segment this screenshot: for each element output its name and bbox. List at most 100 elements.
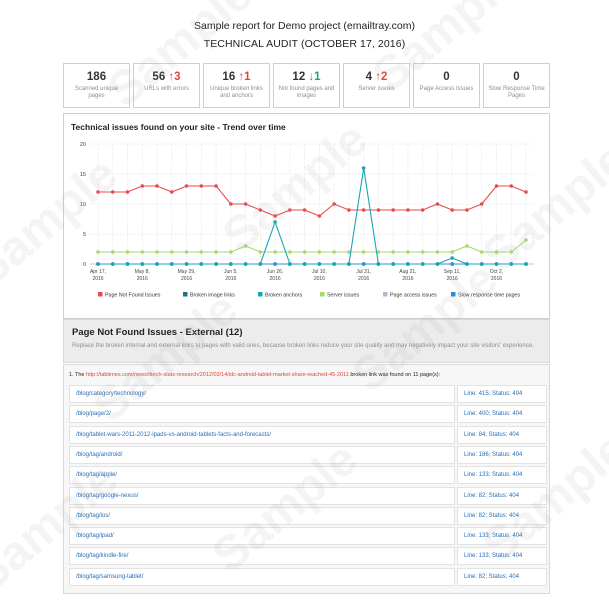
stat-value: 4	[365, 71, 373, 83]
page-path-link[interactable]: /blog/tablet-wars-2011-2012-ipads-vs-and…	[69, 425, 455, 444]
data-point	[155, 262, 159, 266]
data-point	[450, 208, 455, 212]
broken-link-url[interactable]: http://tabtimes.com/news/ittech-stats-re…	[86, 372, 349, 378]
stat-label: Slow Response Time Pages	[488, 86, 545, 99]
data-point	[243, 202, 248, 206]
page-line-status: Line: 133; Status: 404	[457, 547, 547, 566]
data-point	[391, 262, 395, 266]
stat-slow-response[interactable]: 0 Slow Response Time Pages	[483, 63, 550, 108]
legend-label: Broken anchors	[265, 293, 302, 299]
data-point	[229, 250, 233, 254]
data-point	[155, 250, 159, 254]
data-point	[376, 208, 381, 212]
report-title: Sample report for Demo project (emailtra…	[194, 20, 415, 32]
stat-label: Not found pages and images	[278, 86, 335, 99]
data-point	[361, 250, 366, 254]
page-path-link[interactable]: /blog/tag/samsung-tablet/	[69, 567, 455, 586]
data-point	[110, 190, 115, 194]
table-row: /blog/tag/kindle-fire/Line: 133; Status:…	[69, 547, 547, 566]
stat-not-found[interactable]: 12 ↓1 Not found pages and images	[273, 63, 340, 108]
page-line-status: Line: 82; Status: 404	[457, 486, 547, 505]
legend-label: Page access issues	[390, 293, 437, 299]
table-row: /blog/tag/google-nexus/Line: 82; Status:…	[69, 486, 547, 505]
data-point	[494, 184, 499, 188]
data-point	[332, 250, 336, 254]
data-point	[376, 250, 381, 254]
page-path-link[interactable]: /blog/category/technology/	[69, 385, 455, 403]
page-path-link[interactable]: /blog/tag/google-nexus/	[69, 486, 455, 505]
data-point	[110, 262, 115, 266]
x-tick-label: May 29,	[178, 269, 196, 275]
x-tick-label: 2016	[181, 276, 192, 282]
page-path-link[interactable]: /blog/tag/ipad/	[69, 527, 455, 546]
x-tick-label: 2016	[225, 276, 236, 282]
data-point	[361, 208, 366, 212]
page-line-status: Line: 415; Status: 404	[457, 385, 547, 403]
stat-broken-links[interactable]: 16 ↑1 Unique broken links and anchors	[203, 63, 270, 108]
stat-value: 186	[86, 71, 107, 83]
page-path-link[interactable]: /blog/tag/kindle-fire/	[69, 547, 455, 566]
arrow-down-icon: ↓	[305, 71, 315, 83]
x-tick-label: Jul 10,	[312, 269, 327, 275]
data-point	[391, 250, 395, 254]
x-tick-label: Sep 11,	[444, 269, 461, 275]
page-line-status: Line: 82; Status: 404	[457, 567, 547, 586]
data-point	[229, 202, 233, 206]
x-tick-label: Jun 26,	[267, 269, 283, 275]
stat-value: 0	[443, 71, 450, 83]
stat-scanned-pages[interactable]: 186 Scanned unique pages	[63, 63, 130, 108]
data-point	[347, 208, 351, 212]
data-point	[273, 220, 277, 224]
table-row: /blog/tag/android/Line: 186; Status: 404	[69, 445, 547, 464]
data-point	[125, 262, 130, 266]
summary-prefix: 1. The	[69, 372, 85, 378]
stat-server-issues[interactable]: 4 ↑2 Server issues	[343, 63, 410, 108]
data-point	[479, 262, 484, 266]
data-point	[214, 250, 218, 254]
stat-label: Server issues	[358, 86, 395, 92]
series-line	[98, 185, 527, 217]
data-point	[317, 250, 322, 254]
data-point	[96, 250, 100, 254]
arrow-up-icon: ↑	[235, 71, 245, 83]
data-point	[214, 184, 218, 188]
data-point	[140, 250, 145, 254]
data-point	[258, 262, 263, 266]
page-path-link[interactable]: /blog/tag/apple/	[69, 466, 455, 485]
stat-delta: 1	[244, 71, 251, 83]
data-point	[332, 202, 336, 206]
data-point	[361, 262, 366, 266]
x-tick-label: May 8,	[135, 269, 150, 275]
data-point	[420, 250, 425, 254]
data-point	[110, 250, 115, 254]
data-point	[302, 250, 307, 254]
data-point	[288, 208, 292, 212]
y-tick-label: 20	[80, 142, 86, 148]
data-point	[465, 208, 469, 212]
y-tick-label: 0	[83, 262, 86, 268]
data-point	[494, 262, 499, 266]
table-row: /blog/tablet-wars-2011-2012-ipads-vs-and…	[69, 425, 547, 444]
page-path-link[interactable]: /blog/page/2/	[69, 405, 455, 424]
data-point	[509, 250, 514, 254]
stat-urls-with-errors[interactable]: 56 ↑3 URLs with errors	[133, 63, 200, 108]
legend-swatch	[98, 292, 103, 297]
data-point	[199, 250, 204, 254]
arrow-up-icon: ↑	[372, 71, 381, 83]
data-point	[140, 184, 145, 188]
page-path-link[interactable]: /blog/tag/ios/	[69, 506, 455, 525]
data-point	[288, 262, 292, 266]
data-point	[479, 250, 484, 254]
page-line-status: Line: 133; Status: 404	[457, 466, 547, 485]
page-path-link[interactable]: /blog/tag/android/	[69, 445, 455, 464]
table-row: /blog/page/2/Line: 400; Status: 404	[69, 405, 547, 424]
legend-swatch	[258, 292, 263, 297]
page-line-status: Line: 133; Status: 404	[457, 527, 547, 546]
not-found-section-header: Page Not Found Issues - External (12) Re…	[63, 319, 550, 363]
data-point	[155, 184, 159, 188]
x-tick-label: 2016	[447, 276, 458, 282]
series-line	[98, 239, 527, 253]
section-title: Page Not Found Issues - External (12)	[72, 327, 243, 338]
stat-page-access[interactable]: 0 Page Access Issues	[413, 63, 480, 108]
data-point	[509, 262, 514, 266]
